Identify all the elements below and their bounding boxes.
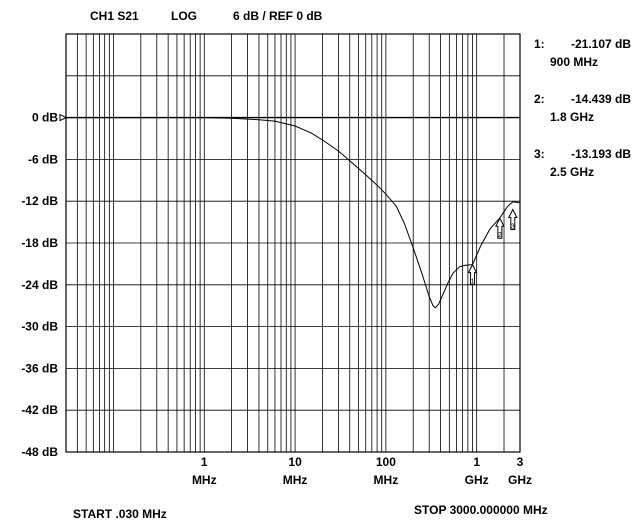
y-tick-label: -6 dB	[28, 152, 58, 166]
y-tick-label: -30 dB	[21, 320, 58, 334]
y-tick-labels: 0 dB -6 dB -12 dB -18 dB -24 dB -30 dB -36 dB -…	[21, 111, 58, 459]
channel-label: CH1 S21	[90, 9, 139, 23]
marker-1-id: 1:	[534, 37, 545, 51]
x-tick-unit: MHz	[374, 473, 399, 487]
marker-1-arrow-icon	[467, 263, 478, 286]
y-tick-label: -24 dB	[21, 278, 58, 292]
marker-group: 1 2 3	[467, 208, 518, 286]
plot-grid	[65, 33, 521, 453]
start-frequency: START .030 MHz	[73, 507, 167, 521]
x-tick-number: 1	[201, 455, 208, 469]
marker-1-frequency: 900 MHz	[550, 55, 598, 69]
y-tick-label: -12 dB	[21, 194, 58, 208]
x-tick-number: 1	[473, 455, 480, 469]
y-tick-label: 0 dB	[32, 111, 58, 125]
x-tick-number: 3	[517, 455, 524, 469]
y-tick-label: -36 dB	[21, 361, 58, 375]
marker-readout: 1: -21.107 dB 900 MHz 2: -14.439 dB 1.8 GHz 3:…	[534, 37, 631, 179]
marker-1-number: 1	[471, 279, 475, 286]
scale-label: 6 dB / REF 0 dB	[233, 9, 323, 23]
marker-2-value: -14.439 dB	[571, 92, 631, 106]
format-label: LOG	[171, 9, 197, 23]
x-tick-unit: GHz	[465, 473, 489, 487]
x-tick-unit: GHz	[508, 473, 532, 487]
marker-2-arrow-icon	[495, 217, 505, 239]
marker-3-number: 3	[511, 224, 515, 231]
trace-line	[66, 117, 521, 309]
marker-3-id: 3:	[534, 147, 545, 161]
stop-frequency: STOP 3000.000000 MHz	[414, 503, 548, 517]
x-tick-number: 10	[288, 455, 302, 469]
x-tick-unit: MHz	[192, 473, 217, 487]
marker-2-number: 2	[498, 232, 502, 239]
reference-arrow-icon	[59, 113, 68, 122]
x-tick-number: 100	[376, 455, 396, 469]
marker-1-value: -21.107 dB	[571, 37, 631, 51]
marker-3-frequency: 2.5 GHz	[550, 165, 594, 179]
trace-group	[66, 117, 521, 309]
x-tick-unit: MHz	[283, 473, 308, 487]
header-labels: CH1 S21 LOG 6 dB / REF 0 dB	[90, 9, 323, 23]
marker-3-value: -13.193 dB	[571, 147, 631, 161]
y-tick-label: -42 dB	[21, 403, 58, 417]
marker-2-frequency: 1.8 GHz	[550, 110, 594, 124]
x-tick-labels: 1 MHz 10 MHz 100 MHz 1 GHz 3 GHz	[192, 455, 532, 487]
marker-2-id: 2:	[534, 92, 545, 106]
y-tick-label: -48 dB	[21, 445, 58, 459]
y-tick-label: -18 dB	[21, 236, 58, 250]
marker-3-arrow-icon	[508, 208, 518, 231]
